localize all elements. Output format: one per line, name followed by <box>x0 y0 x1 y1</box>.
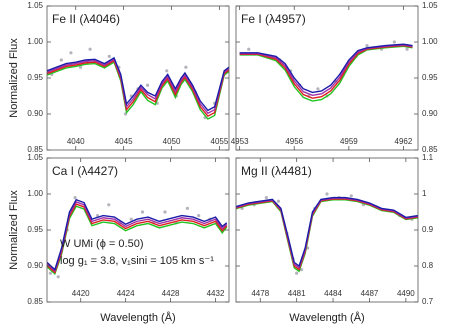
x-tick-label: 4432 <box>207 289 225 298</box>
y-tick-label: 0.8 <box>422 261 434 270</box>
x-tick-label: 4478 <box>251 289 269 298</box>
y-tick-label: 0.85 <box>27 297 43 306</box>
model-line <box>47 61 229 120</box>
observed-point <box>165 69 169 73</box>
observed-point <box>129 217 133 221</box>
y-tick-label: 1.05 <box>422 1 438 10</box>
y-axis-label: Normalized Flux <box>8 190 20 270</box>
observed-point <box>59 58 63 62</box>
plot-frame <box>46 5 230 151</box>
observed-point <box>392 40 396 44</box>
observed-point <box>185 206 190 210</box>
plot-area <box>236 192 418 275</box>
y-tick-label: 0.95 <box>27 225 43 234</box>
observed-point <box>276 199 281 203</box>
y-tick-label: 0.85 <box>422 145 438 154</box>
observed-point <box>48 271 52 275</box>
annotation: W UMi (ϕ = 0.50) <box>60 238 143 250</box>
x-tick-label: 4481 <box>288 289 306 298</box>
x-tick-label: 4045 <box>115 137 133 146</box>
panel-title: Fe I (λ4957) <box>241 12 306 26</box>
y-tick-label: 0.90 <box>422 109 438 118</box>
observed-point <box>107 203 111 207</box>
model-line <box>47 203 228 274</box>
x-tick-label: 4484 <box>324 289 342 298</box>
observed-point <box>163 210 167 214</box>
observed-point <box>140 210 145 214</box>
model-line <box>239 44 413 97</box>
y-tick-label: 1 <box>422 189 427 198</box>
observed-point <box>56 275 60 279</box>
observed-point <box>264 196 268 200</box>
plot-area <box>47 47 229 120</box>
observed-point <box>349 194 353 198</box>
model-line <box>47 58 229 115</box>
x-tick-label: 4420 <box>72 289 90 298</box>
plot-frame <box>235 157 419 303</box>
model-line <box>239 45 413 102</box>
observed-point <box>316 87 320 91</box>
observed-point <box>247 47 251 51</box>
x-tick-label: 4050 <box>163 137 181 146</box>
panel-title: Ca I (λ4427) <box>52 164 118 178</box>
panel-title: Fe II (λ4046) <box>52 12 120 26</box>
observed-point <box>88 47 92 51</box>
model-line <box>239 43 413 94</box>
panel-title: Mg II (λ4481) <box>241 164 312 178</box>
model-line <box>236 196 418 268</box>
x-tick-label: 4956 <box>285 137 303 146</box>
model-line <box>47 205 228 276</box>
x-tick-label: 4962 <box>395 137 413 146</box>
y-tick-label: 0.9 <box>422 225 434 234</box>
x-tick-label: 4953 <box>231 137 249 146</box>
y-tick-label: 0.95 <box>27 73 43 82</box>
x-tick-label: 4428 <box>162 289 180 298</box>
y-tick-label: 0.90 <box>27 261 43 270</box>
y-tick-label: 0.95 <box>422 73 438 82</box>
observed-point <box>325 192 329 196</box>
plot-frame <box>235 5 419 151</box>
observed-point <box>299 268 304 272</box>
y-tick-label: 1.00 <box>27 37 43 46</box>
plot-area <box>239 40 413 102</box>
y-tick-label: 1.05 <box>27 153 43 162</box>
x-tick-label: 4959 <box>340 137 358 146</box>
observed-point <box>107 54 111 59</box>
model-line <box>236 197 418 269</box>
y-axis-label: Normalized Flux <box>8 38 20 118</box>
model-line <box>47 198 228 271</box>
observed-point <box>69 51 73 55</box>
annotation: log g₁ = 3.8, v₁sini = 105 km s⁻¹ <box>60 255 214 267</box>
x-tick-label: 4055 <box>211 137 229 146</box>
y-tick-label: 0.90 <box>27 109 43 118</box>
observed-point <box>145 83 150 87</box>
plot-frame <box>46 157 230 303</box>
x-axis-label: Wavelength (Å) <box>289 311 364 324</box>
plot-area <box>47 196 228 279</box>
y-tick-label: 0.7 <box>422 297 434 306</box>
y-tick-label: 1.00 <box>27 189 43 198</box>
y-tick-label: 1.1 <box>422 153 434 162</box>
observed-point <box>95 214 100 218</box>
x-tick-label: 4424 <box>117 289 135 298</box>
y-tick-label: 1.00 <box>422 37 438 46</box>
x-tick-label: 4040 <box>67 137 85 146</box>
observed-point <box>184 65 188 69</box>
model-line <box>47 201 228 273</box>
model-line <box>47 56 229 112</box>
observed-point <box>365 44 369 48</box>
observed-point <box>295 271 299 275</box>
observed-point <box>405 47 409 51</box>
observed-point <box>197 214 201 218</box>
observed-point <box>73 196 77 200</box>
y-tick-label: 0.85 <box>27 145 43 154</box>
model-line <box>47 59 229 118</box>
y-tick-label: 1.05 <box>27 1 43 10</box>
x-axis-label: Wavelength (Å) <box>100 311 175 324</box>
x-tick-label: 4490 <box>397 289 415 298</box>
observed-point <box>78 65 83 69</box>
model-line <box>239 44 413 99</box>
x-tick-label: 4487 <box>361 289 379 298</box>
